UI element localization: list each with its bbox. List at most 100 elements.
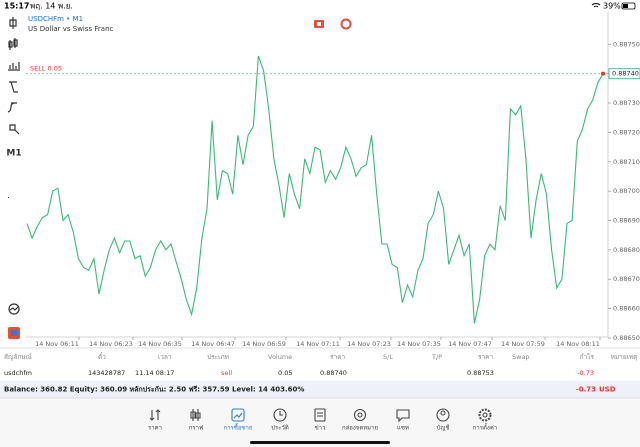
battery-level bbox=[623, 4, 628, 8]
history-icon[interactable] bbox=[273, 408, 287, 422]
table-cell[interactable]: 11.14 08:17 bbox=[135, 369, 174, 377]
broker-icon-inner bbox=[11, 330, 17, 336]
wifi-icon bbox=[591, 3, 601, 8]
x-tick-label: 14 Nov 07:59 bbox=[501, 340, 545, 348]
y-tick-label: 0.88710 bbox=[613, 158, 640, 166]
template-tool[interactable] bbox=[9, 124, 20, 135]
icon-inner bbox=[317, 22, 321, 26]
table-header: หมายเหตุ bbox=[611, 353, 638, 361]
table-header: กำไร bbox=[580, 353, 595, 361]
y-tick-label: 0.88700 bbox=[613, 187, 640, 195]
table-header: ตั๋ว bbox=[98, 352, 106, 361]
settings-inner bbox=[482, 412, 488, 418]
function-tool[interactable] bbox=[7, 102, 17, 113]
news-lines bbox=[317, 412, 323, 417]
chart-type-tool[interactable] bbox=[8, 38, 18, 50]
status-battery: 39% bbox=[603, 2, 621, 11]
price-line bbox=[26, 55, 604, 324]
nav-label[interactable]: ข่าว bbox=[315, 425, 326, 432]
table-header: สัญลักษณ์ bbox=[4, 353, 32, 361]
mailbox-icon[interactable] bbox=[353, 408, 367, 422]
nav-labels: ราคา กราฟ การซื้อขาย ประวัติ ข่าว กล่องจดหมาย… bbox=[148, 422, 497, 432]
nav-label[interactable]: ประวัติ bbox=[271, 425, 289, 432]
nav-label[interactable]: แชท bbox=[397, 425, 409, 432]
table-header: Volume bbox=[268, 353, 292, 361]
table-cell[interactable]: 0.88740 bbox=[320, 369, 347, 377]
crosshair-tool[interactable] bbox=[9, 17, 17, 29]
current-price-label: 0.88740 bbox=[612, 70, 639, 78]
table-cell[interactable]: 0.05 bbox=[278, 369, 292, 377]
chat-icon[interactable] bbox=[396, 409, 410, 423]
nav-icons bbox=[149, 408, 492, 423]
table-cell[interactable]: sell bbox=[221, 369, 232, 377]
balance-profit: -0.73 bbox=[576, 386, 596, 394]
nav-label[interactable]: กราฟ bbox=[189, 425, 203, 432]
signal-icon[interactable] bbox=[340, 18, 352, 30]
account-head bbox=[440, 410, 446, 416]
balance-text: Balance: 360.82 Equity: 360.09 หลักประกั… bbox=[4, 386, 304, 394]
table-cell[interactable]: usdchfm bbox=[4, 369, 32, 377]
y-tick-label: 0.88690 bbox=[613, 216, 640, 224]
x-tick-label: 14 Nov 06:35 bbox=[138, 340, 182, 348]
table-cell[interactable]: 0.88753 bbox=[467, 369, 494, 377]
nav-label[interactable]: การตั้งค่า bbox=[473, 422, 497, 432]
x-tick-label: 14 Nov 07:23 bbox=[347, 340, 391, 348]
order-line-label: SELL 0.05 bbox=[30, 65, 62, 73]
nav-bar bbox=[0, 398, 640, 447]
nav-label[interactable]: ราคา bbox=[148, 425, 162, 432]
y-tick-label: 0.88680 bbox=[613, 246, 640, 254]
y-tick-label: 0.88650 bbox=[613, 334, 640, 342]
chart-icon[interactable] bbox=[190, 409, 201, 421]
table-header: ราคา bbox=[330, 353, 345, 361]
settings-icon[interactable] bbox=[478, 408, 492, 422]
table-header: เวลา bbox=[158, 353, 172, 361]
y-tick-label: 0.88660 bbox=[613, 305, 640, 313]
news-icon[interactable] bbox=[314, 408, 326, 422]
table-header: S/L bbox=[383, 353, 393, 361]
balance-band bbox=[0, 381, 640, 398]
toolbar-dot bbox=[8, 197, 9, 198]
account-icon[interactable] bbox=[436, 408, 450, 422]
x-tick-label: 14 Nov 08:11 bbox=[556, 340, 600, 348]
table-header: ประเภท bbox=[207, 353, 229, 361]
table-header: ราคา bbox=[478, 353, 493, 361]
chart-description: US Dollar vs Swiss Franc bbox=[28, 25, 114, 33]
status-time: 15:17 bbox=[4, 2, 29, 11]
quotes-icon[interactable] bbox=[149, 409, 161, 421]
x-tick-label: 14 Nov 07:47 bbox=[448, 340, 492, 348]
table-header: T/P bbox=[431, 353, 442, 361]
indicators-tool[interactable] bbox=[8, 62, 20, 71]
chart-layer: 0.88750 0.88740 0.88730 0.88720 0.88710 0.887… bbox=[26, 40, 640, 348]
positions-table: สัญลักษณ์ ตั๋ว เวลา ประเภท Volume ราคา S/L T/P ร… bbox=[4, 352, 637, 377]
y-tick-label: 0.88750 bbox=[613, 40, 640, 48]
x-tick-label: 14 Nov 06:23 bbox=[89, 340, 133, 348]
table-cell[interactable]: 143428787 bbox=[88, 369, 125, 377]
current-price-box bbox=[608, 68, 640, 80]
y-tick-label: 0.88670 bbox=[613, 275, 640, 283]
trade-icon[interactable] bbox=[231, 408, 245, 422]
last-price-dot bbox=[601, 71, 605, 76]
nav-label[interactable]: กล่องจดหมาย bbox=[342, 425, 378, 432]
battery-icon bbox=[621, 2, 636, 10]
trade-icon-line bbox=[233, 412, 243, 419]
trend-icon bbox=[9, 306, 19, 311]
nav-label[interactable]: การซื้อขาย bbox=[224, 422, 253, 432]
objects-tool[interactable] bbox=[9, 81, 18, 93]
y-tick-label: 0.88730 bbox=[613, 99, 640, 107]
table-cell[interactable]: -0.73 bbox=[577, 369, 594, 377]
nav-label[interactable]: บัญชี bbox=[437, 424, 450, 432]
balance-currency: USD bbox=[599, 386, 616, 394]
x-tick-label: 14 Nov 06:47 bbox=[191, 340, 235, 348]
home-indicator bbox=[250, 441, 390, 444]
search-tool[interactable] bbox=[8, 303, 20, 315]
mailbox-inner bbox=[357, 412, 363, 418]
x-tick-label: 14 Nov 07:35 bbox=[397, 340, 441, 348]
timeframe-button[interactable]: M1 bbox=[6, 149, 21, 159]
left-toolbar bbox=[7, 17, 20, 315]
x-tick-label: 14 Nov 06:59 bbox=[242, 340, 286, 348]
y-tick-label: 0.88720 bbox=[613, 128, 640, 136]
status-date: พฤ. 14 พ.ย. bbox=[30, 2, 73, 11]
chart-symbol: USDCHFm • M1 bbox=[28, 15, 83, 23]
